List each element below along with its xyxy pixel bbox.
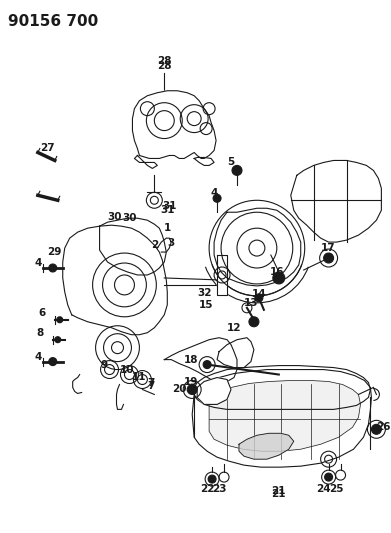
Circle shape [232, 165, 242, 175]
Text: 4: 4 [34, 352, 41, 361]
Text: 17: 17 [321, 243, 336, 253]
Text: 4: 4 [210, 188, 218, 198]
Polygon shape [100, 218, 166, 275]
Circle shape [273, 272, 285, 284]
Text: 2: 2 [151, 240, 158, 250]
Text: 25: 25 [329, 484, 344, 494]
Text: 16: 16 [269, 267, 284, 277]
Text: 11: 11 [132, 372, 147, 382]
Circle shape [213, 195, 221, 202]
Text: 23: 23 [212, 484, 226, 494]
Text: 31: 31 [162, 201, 176, 211]
Text: 29: 29 [48, 247, 62, 257]
Circle shape [187, 384, 197, 394]
Polygon shape [192, 369, 371, 467]
Text: 13: 13 [244, 298, 258, 308]
Text: 5: 5 [228, 157, 235, 167]
Text: 30: 30 [107, 212, 122, 222]
Polygon shape [214, 208, 301, 286]
Circle shape [255, 294, 263, 302]
Polygon shape [194, 366, 370, 409]
Text: 7: 7 [148, 382, 155, 392]
Polygon shape [209, 381, 361, 451]
Polygon shape [291, 160, 381, 242]
Circle shape [57, 317, 63, 323]
Text: 21: 21 [272, 489, 286, 499]
Text: 27: 27 [41, 142, 55, 152]
Text: 12: 12 [227, 323, 241, 333]
Text: 28: 28 [157, 56, 172, 66]
Text: 8: 8 [36, 328, 43, 338]
Text: 15: 15 [199, 300, 213, 310]
Polygon shape [133, 91, 216, 158]
Polygon shape [217, 338, 254, 368]
Text: 32: 32 [197, 288, 212, 298]
Text: 26: 26 [376, 422, 391, 432]
Text: 31: 31 [160, 205, 174, 215]
Polygon shape [239, 433, 294, 459]
Text: 19: 19 [184, 376, 198, 386]
Text: 22: 22 [200, 484, 214, 494]
Text: 90156 700: 90156 700 [8, 14, 98, 29]
Circle shape [55, 337, 61, 343]
Text: 14: 14 [251, 289, 266, 299]
Circle shape [249, 317, 259, 327]
Circle shape [325, 473, 333, 481]
Text: 6: 6 [38, 308, 45, 318]
Text: 9: 9 [101, 360, 108, 369]
Text: 24: 24 [316, 484, 331, 494]
Text: 21: 21 [272, 486, 286, 496]
Text: 3: 3 [168, 238, 175, 248]
Text: 30: 30 [122, 213, 137, 223]
Polygon shape [63, 225, 167, 335]
Circle shape [49, 358, 57, 366]
Polygon shape [194, 157, 214, 165]
Polygon shape [164, 338, 237, 382]
Polygon shape [217, 255, 227, 295]
Circle shape [371, 424, 381, 434]
Circle shape [203, 361, 211, 368]
Text: 10: 10 [120, 365, 135, 375]
Text: 4: 4 [34, 258, 41, 268]
Text: 18: 18 [184, 354, 199, 365]
Circle shape [208, 475, 216, 483]
Circle shape [49, 264, 57, 272]
Polygon shape [197, 377, 231, 405]
Text: 7: 7 [148, 377, 155, 387]
Text: 20: 20 [172, 384, 187, 394]
Polygon shape [135, 156, 157, 168]
Text: 1: 1 [164, 223, 171, 233]
Circle shape [324, 253, 334, 263]
Text: 28: 28 [157, 61, 172, 71]
